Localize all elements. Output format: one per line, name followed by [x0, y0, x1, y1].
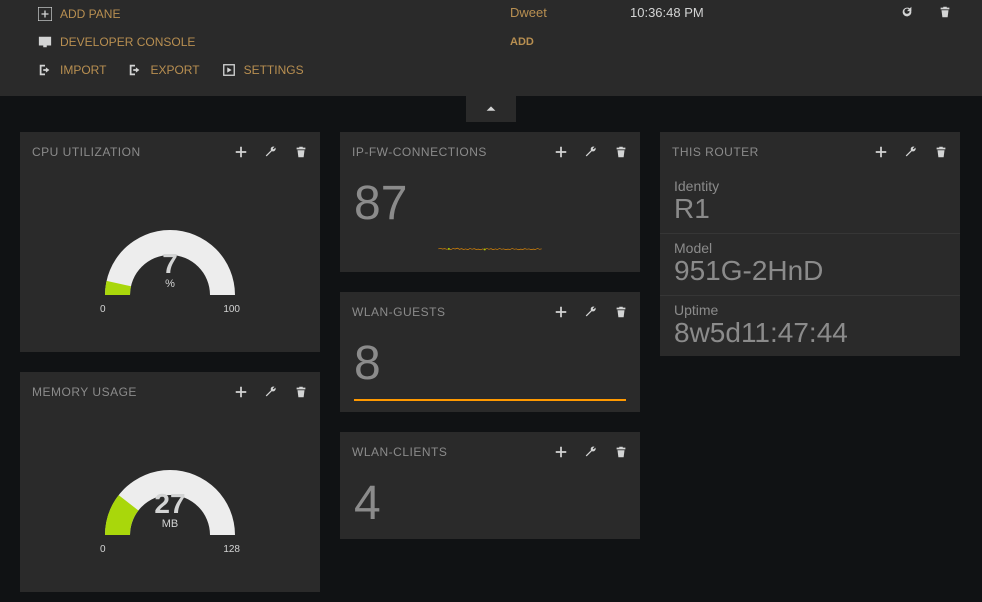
- router-label: Model: [674, 240, 946, 256]
- left-menu: ADD PANE DEVELOPER CONSOLE IMPORT EXPORT…: [20, 0, 490, 84]
- wlan-clients-value: 4: [340, 472, 640, 539]
- wlan-guests-panel: WLAN-GUESTS 8: [340, 292, 640, 412]
- trash-icon[interactable]: [614, 305, 628, 319]
- export-icon: [128, 63, 142, 77]
- plus-icon[interactable]: [874, 145, 888, 159]
- memory-unit: MB: [90, 518, 250, 530]
- cpu-unit: %: [90, 278, 250, 290]
- datasource-time: 10:36:48 PM: [630, 5, 790, 20]
- router-row: Model951G-2HnD: [660, 233, 960, 295]
- router-value: R1: [674, 194, 946, 225]
- datasource-name[interactable]: Dweet: [510, 5, 630, 20]
- router-row: Uptime8w5d11:47:44: [660, 295, 960, 357]
- cpu-title: CPU UTILIZATION: [32, 145, 234, 159]
- fw-title: IP-FW-CONNECTIONS: [352, 145, 554, 159]
- plus-icon[interactable]: [234, 145, 248, 159]
- dashboard: CPU UTILIZATION 7% 0100 MEMORY USAGE: [0, 122, 982, 602]
- router-label: Uptime: [674, 302, 946, 318]
- settings-icon: [222, 63, 236, 77]
- collapse-button[interactable]: [466, 96, 516, 122]
- wrench-icon[interactable]: [584, 145, 598, 159]
- collapse-bar: [0, 96, 982, 122]
- plus-icon: [38, 7, 52, 21]
- router-label: Identity: [674, 178, 946, 194]
- wrench-icon[interactable]: [904, 145, 918, 159]
- wrench-icon[interactable]: [584, 445, 598, 459]
- import-button[interactable]: IMPORT: [38, 56, 106, 84]
- plus-icon[interactable]: [234, 385, 248, 399]
- trash-icon[interactable]: [614, 145, 628, 159]
- cpu-value: 7: [162, 248, 178, 279]
- refresh-icon[interactable]: [900, 5, 914, 19]
- developer-console-label: DEVELOPER CONSOLE: [60, 35, 195, 49]
- settings-label: SETTINGS: [244, 63, 304, 77]
- plus-icon[interactable]: [554, 145, 568, 159]
- router-title: THIS ROUTER: [672, 145, 874, 159]
- trash-icon[interactable]: [614, 445, 628, 459]
- import-label: IMPORT: [60, 63, 106, 77]
- fw-panel: IP-FW-CONNECTIONS 87: [340, 132, 640, 272]
- datasource-row: Dweet 10:36:48 PM: [510, 0, 962, 24]
- export-label: EXPORT: [150, 63, 199, 77]
- wlan-guests-sparkline: [354, 399, 626, 401]
- memory-title: MEMORY USAGE: [32, 385, 234, 399]
- wrench-icon[interactable]: [584, 305, 598, 319]
- fw-sparkline: [354, 239, 626, 258]
- router-row: IdentityR1: [660, 172, 960, 233]
- export-button[interactable]: EXPORT: [128, 56, 199, 84]
- datasource-section: Dweet 10:36:48 PM ADD: [490, 0, 962, 84]
- plus-icon[interactable]: [554, 445, 568, 459]
- cpu-panel: CPU UTILIZATION 7% 0100: [20, 132, 320, 352]
- trash-icon[interactable]: [938, 5, 952, 19]
- settings-button[interactable]: SETTINGS: [222, 56, 304, 84]
- add-datasource-button[interactable]: ADD: [510, 36, 534, 48]
- add-pane-button[interactable]: ADD PANE: [38, 0, 490, 28]
- chevron-up-icon: [484, 102, 498, 116]
- memory-gauge: 27MB: [90, 440, 250, 550]
- fw-value: 87: [354, 172, 626, 239]
- router-panel: THIS ROUTER IdentityR1Model951G-2HnDUpti…: [660, 132, 960, 356]
- add-pane-label: ADD PANE: [60, 7, 120, 21]
- router-value: 8w5d11:47:44: [674, 318, 946, 349]
- cpu-gauge: 7%: [90, 200, 250, 310]
- wlan-guests-title: WLAN-GUESTS: [352, 305, 554, 319]
- plus-icon[interactable]: [554, 305, 568, 319]
- memory-panel: MEMORY USAGE 27MB 0128: [20, 372, 320, 592]
- trash-icon[interactable]: [294, 385, 308, 399]
- wrench-icon[interactable]: [264, 385, 278, 399]
- developer-console-button[interactable]: DEVELOPER CONSOLE: [38, 28, 490, 56]
- wlan-clients-panel: WLAN-CLIENTS 4: [340, 432, 640, 539]
- wrench-icon[interactable]: [264, 145, 278, 159]
- wlan-clients-title: WLAN-CLIENTS: [352, 445, 554, 459]
- console-icon: [38, 35, 52, 49]
- import-icon: [38, 63, 52, 77]
- trash-icon[interactable]: [934, 145, 948, 159]
- memory-value: 27: [154, 488, 185, 519]
- router-value: 951G-2HnD: [674, 256, 946, 287]
- wlan-guests-value: 8: [354, 332, 626, 399]
- trash-icon[interactable]: [294, 145, 308, 159]
- header-area: ADD PANE DEVELOPER CONSOLE IMPORT EXPORT…: [0, 0, 982, 96]
- router-rows: IdentityR1Model951G-2HnDUptime8w5d11:47:…: [660, 172, 960, 356]
